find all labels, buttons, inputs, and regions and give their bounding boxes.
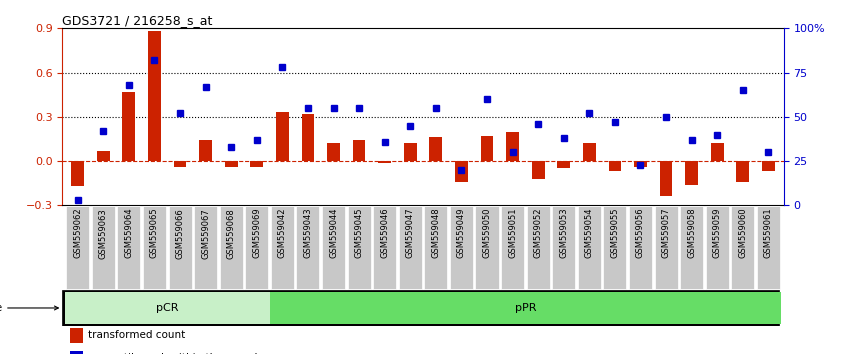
Bar (225, 161, 237, 167)
Bar (660, 161, 673, 196)
Text: pCR: pCR (156, 303, 178, 313)
FancyBboxPatch shape (65, 292, 269, 324)
Text: GSM559063: GSM559063 (99, 208, 107, 259)
Bar (352, 141, 365, 161)
Text: GSM559065: GSM559065 (150, 208, 159, 258)
Text: GSM559064: GSM559064 (125, 208, 133, 258)
FancyBboxPatch shape (296, 206, 320, 290)
Text: transformed count: transformed count (87, 330, 184, 340)
FancyBboxPatch shape (271, 206, 294, 290)
FancyBboxPatch shape (604, 206, 626, 290)
Bar (173, 161, 186, 167)
FancyBboxPatch shape (424, 206, 448, 290)
Text: GSM559050: GSM559050 (482, 208, 492, 258)
FancyBboxPatch shape (501, 206, 524, 290)
Text: GSM559052: GSM559052 (533, 208, 543, 258)
FancyBboxPatch shape (398, 206, 422, 290)
Bar (583, 143, 596, 161)
Text: GSM559046: GSM559046 (380, 208, 389, 258)
Text: GSM559067: GSM559067 (201, 208, 210, 259)
FancyBboxPatch shape (347, 206, 371, 290)
Bar (327, 143, 339, 161)
Text: GSM559047: GSM559047 (406, 208, 415, 258)
Text: GSM559049: GSM559049 (457, 208, 466, 258)
FancyBboxPatch shape (373, 206, 396, 290)
Bar (69, 351, 82, 354)
Text: GSM559066: GSM559066 (176, 208, 184, 259)
FancyBboxPatch shape (731, 206, 754, 290)
Bar (634, 161, 647, 167)
FancyBboxPatch shape (450, 206, 473, 290)
Text: GSM559053: GSM559053 (559, 208, 568, 258)
Text: GSM559051: GSM559051 (508, 208, 517, 258)
Bar (404, 143, 417, 161)
FancyBboxPatch shape (680, 206, 703, 290)
Bar (276, 113, 288, 161)
Text: GSM559069: GSM559069 (252, 208, 262, 258)
Bar (532, 161, 545, 179)
Bar (430, 137, 443, 161)
FancyBboxPatch shape (757, 206, 780, 290)
Text: GSM559055: GSM559055 (611, 208, 619, 258)
FancyBboxPatch shape (220, 206, 242, 290)
Bar (199, 141, 212, 161)
Text: GSM559045: GSM559045 (354, 208, 364, 258)
Bar (507, 132, 519, 161)
Bar (69, 328, 82, 343)
Text: GSM559056: GSM559056 (636, 208, 645, 258)
Bar (97, 151, 110, 161)
Bar (455, 161, 468, 182)
FancyBboxPatch shape (269, 292, 781, 324)
Bar (122, 92, 135, 161)
Text: GSM559060: GSM559060 (739, 208, 747, 258)
Text: disease state: disease state (0, 303, 58, 313)
Text: GSM559059: GSM559059 (713, 208, 721, 258)
Text: GSM559054: GSM559054 (585, 208, 594, 258)
Text: GSM559068: GSM559068 (227, 208, 236, 259)
FancyBboxPatch shape (245, 206, 268, 290)
Bar (250, 161, 263, 167)
Text: GSM559044: GSM559044 (329, 208, 338, 258)
FancyBboxPatch shape (475, 206, 499, 290)
FancyBboxPatch shape (143, 206, 166, 290)
FancyBboxPatch shape (578, 206, 601, 290)
FancyBboxPatch shape (655, 206, 677, 290)
FancyBboxPatch shape (553, 206, 575, 290)
Text: pPR: pPR (514, 303, 536, 313)
Bar (736, 161, 749, 182)
FancyBboxPatch shape (706, 206, 728, 290)
FancyBboxPatch shape (118, 206, 140, 290)
Bar (71, 161, 84, 186)
FancyBboxPatch shape (527, 206, 550, 290)
Text: GSM559042: GSM559042 (278, 208, 287, 258)
Text: GSM559048: GSM559048 (431, 208, 440, 258)
FancyBboxPatch shape (66, 206, 89, 290)
Bar (558, 161, 570, 169)
Bar (711, 143, 724, 161)
Bar (481, 136, 494, 161)
Text: GSM559058: GSM559058 (687, 208, 696, 258)
Text: percentile rank within the sample: percentile rank within the sample (87, 353, 263, 354)
FancyBboxPatch shape (629, 206, 652, 290)
FancyBboxPatch shape (169, 206, 191, 290)
Text: GSM559061: GSM559061 (764, 208, 772, 258)
FancyBboxPatch shape (322, 206, 345, 290)
Text: GSM559043: GSM559043 (303, 208, 313, 258)
Text: GSM559057: GSM559057 (662, 208, 670, 258)
Bar (301, 114, 314, 161)
Bar (378, 161, 391, 162)
Bar (762, 161, 775, 171)
Bar (148, 31, 161, 161)
FancyBboxPatch shape (194, 206, 217, 290)
Text: GDS3721 / 216258_s_at: GDS3721 / 216258_s_at (62, 14, 213, 27)
Bar (685, 161, 698, 185)
FancyBboxPatch shape (62, 290, 779, 326)
Bar (609, 161, 621, 171)
Text: GSM559062: GSM559062 (74, 208, 82, 258)
FancyBboxPatch shape (92, 206, 115, 290)
